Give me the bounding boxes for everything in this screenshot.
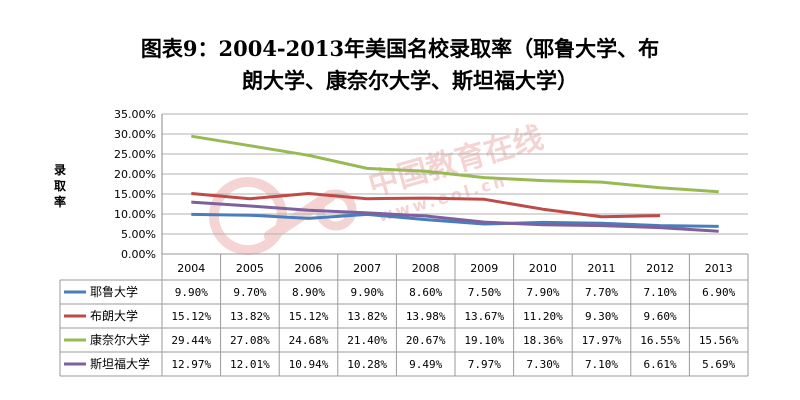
legend-label: 耶鲁大学 xyxy=(90,284,138,299)
data-label: 5.69% xyxy=(702,358,735,371)
y-tick-label: 35.00% xyxy=(114,108,156,121)
data-label: 10.94% xyxy=(289,358,329,371)
data-label: 21.40% xyxy=(347,334,387,347)
y-tick-label: 15.00% xyxy=(114,188,156,201)
series-line xyxy=(191,200,719,233)
data-label: 12.97% xyxy=(171,358,211,371)
data-label: 7.50% xyxy=(468,286,501,299)
data-label: 7.10% xyxy=(644,286,677,299)
x-tick-label: 2011 xyxy=(588,262,616,275)
data-label: 9.30% xyxy=(585,310,618,323)
data-label: 11.20% xyxy=(523,310,563,323)
series-line xyxy=(191,192,661,219)
x-tick-label: 2008 xyxy=(412,262,440,275)
data-label: 9.70% xyxy=(233,286,266,299)
data-label: 7.30% xyxy=(526,358,559,371)
data-label: 7.70% xyxy=(585,286,618,299)
data-label: 6.90% xyxy=(702,286,735,299)
data-label: 20.67% xyxy=(406,334,446,347)
chart-title-line-2: 朗大学、康奈尔大学、斯坦福大学） xyxy=(242,68,578,93)
legend-label: 布朗大学 xyxy=(90,308,138,323)
y-tick-label: 10.00% xyxy=(114,208,156,221)
data-label: 9.49% xyxy=(409,358,442,371)
data-label: 24.68% xyxy=(289,334,329,347)
data-label: 7.97% xyxy=(468,358,501,371)
data-label: 16.55% xyxy=(640,334,680,347)
data-label: 15.12% xyxy=(171,310,211,323)
series-line xyxy=(191,212,719,228)
data-label: 7.10% xyxy=(585,358,618,371)
data-label: 6.61% xyxy=(644,358,677,371)
data-label: 19.10% xyxy=(464,334,504,347)
data-label: 15.12% xyxy=(289,310,329,323)
y-tick-label: 20.00% xyxy=(114,168,156,181)
y-tick-label: 25.00% xyxy=(114,148,156,161)
data-label: 15.56% xyxy=(699,334,739,347)
x-tick-label: 2013 xyxy=(705,262,733,275)
data-label: 13.98% xyxy=(406,310,446,323)
x-tick-label: 2012 xyxy=(646,262,674,275)
y-tick-label: 0.00% xyxy=(121,248,156,261)
data-label: 29.44% xyxy=(171,334,211,347)
x-tick-label: 2009 xyxy=(470,262,498,275)
x-tick-label: 2004 xyxy=(177,262,205,275)
x-tick-label: 2010 xyxy=(529,262,557,275)
data-label: 9.90% xyxy=(175,286,208,299)
data-label: 8.60% xyxy=(409,286,442,299)
legend-label: 康奈尔大学 xyxy=(90,332,150,347)
data-label: 17.97% xyxy=(582,334,622,347)
chart-title-line-1: 图表9：2004-2013年美国名校录取率（耶鲁大学、布 xyxy=(140,36,660,61)
data-label: 13.82% xyxy=(230,310,270,323)
x-tick-label: 2005 xyxy=(236,262,264,275)
x-tick-label: 2007 xyxy=(353,262,381,275)
data-label: 10.28% xyxy=(347,358,387,371)
data-label: 27.08% xyxy=(230,334,270,347)
y-tick-label: 30.00% xyxy=(114,128,156,141)
data-label: 13.67% xyxy=(464,310,504,323)
data-label: 12.01% xyxy=(230,358,270,371)
series-line xyxy=(191,134,719,194)
y-axis-label: 录取率 xyxy=(53,163,66,209)
data-label: 9.60% xyxy=(644,310,677,323)
data-label: 7.90% xyxy=(526,286,559,299)
legend-label: 斯坦福大学 xyxy=(90,356,150,371)
y-tick-label: 5.00% xyxy=(121,228,156,241)
data-label: 13.82% xyxy=(347,310,387,323)
data-label: 9.90% xyxy=(351,286,384,299)
data-label: 18.36% xyxy=(523,334,563,347)
x-tick-label: 2006 xyxy=(295,262,323,275)
data-label: 8.90% xyxy=(292,286,325,299)
watermark: 中国教育在线 www.eol.cn xyxy=(209,120,547,255)
